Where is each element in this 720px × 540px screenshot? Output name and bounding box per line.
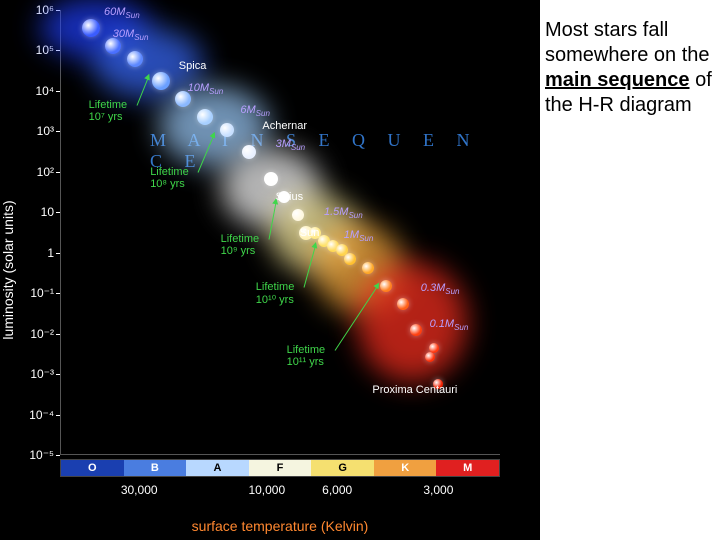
lifetime-label: Lifetime10⁷ yrs: [89, 99, 128, 123]
mass-label: 1.5MSun: [324, 206, 363, 220]
star-point: [197, 109, 213, 125]
lifetime-label: Lifetime10¹¹ yrs: [287, 344, 326, 368]
star-point: [397, 298, 409, 310]
spectral-class: F: [249, 460, 312, 476]
spectral-class: A: [186, 460, 249, 476]
mass-label: 0.3MSun: [421, 282, 460, 296]
x-axis-label: surface temperature (Kelvin): [60, 518, 500, 534]
mass-label: 60MSun: [104, 6, 140, 20]
star-point: [220, 123, 234, 137]
hr-diagram: luminosity (solar units) M A I N S E Q U…: [0, 0, 540, 540]
star-point: [242, 145, 256, 159]
star-point: [292, 209, 304, 221]
lifetime-label: Lifetime10⁸ yrs: [150, 166, 189, 190]
y-axis-label: luminosity (solar units): [0, 200, 16, 339]
star-label: Sun: [300, 227, 320, 239]
lifetime-arrow: [136, 77, 148, 106]
main-sequence-title: M A I N S E Q U E N C E: [150, 130, 500, 172]
star-point: [380, 280, 392, 292]
star-label: Proxima Centauri: [372, 384, 457, 396]
spectral-class: K: [374, 460, 437, 476]
star-label: Sirius: [276, 191, 304, 203]
lifetime-arrow: [334, 286, 377, 350]
spectral-class: M: [436, 460, 499, 476]
plot-area: M A I N S E Q U E N C E 10⁶10⁵10⁴10³10²1…: [60, 10, 500, 455]
lifetime-label: Lifetime10⁹ yrs: [221, 233, 260, 257]
mass-label: 30MSun: [113, 28, 149, 42]
star-point: [344, 253, 356, 265]
mass-label: 10MSun: [188, 82, 224, 96]
caption-bold: main sequence: [545, 69, 690, 91]
star-point: [152, 72, 170, 90]
mass-label: 3MSun: [276, 138, 306, 152]
caption-pre: Most stars fall somewhere on the: [545, 19, 710, 66]
spectral-class: B: [124, 460, 187, 476]
mass-label: 1MSun: [344, 229, 374, 243]
mass-label: 6MSun: [240, 104, 270, 118]
spectral-class: G: [311, 460, 374, 476]
spectral-class: O: [61, 460, 124, 476]
mass-label: 0.1MSun: [430, 318, 469, 332]
star-label: Achernar: [262, 120, 307, 132]
star-label: Spica: [179, 60, 207, 72]
lifetime-arrow: [268, 202, 276, 239]
star-point: [264, 172, 278, 186]
star-point: [82, 19, 100, 37]
lifetime-label: Lifetime10¹⁰ yrs: [256, 281, 295, 305]
lifetime-arrow: [303, 246, 315, 288]
page: luminosity (solar units) M A I N S E Q U…: [0, 0, 720, 540]
star-point: [429, 343, 439, 353]
star-point: [425, 352, 435, 362]
caption: Most stars fall somewhere on the main se…: [545, 18, 715, 118]
star-point: [410, 324, 422, 336]
star-point: [127, 51, 143, 67]
spectral-class-bar: OBAFGKM: [60, 459, 500, 477]
star-point: [362, 262, 374, 274]
